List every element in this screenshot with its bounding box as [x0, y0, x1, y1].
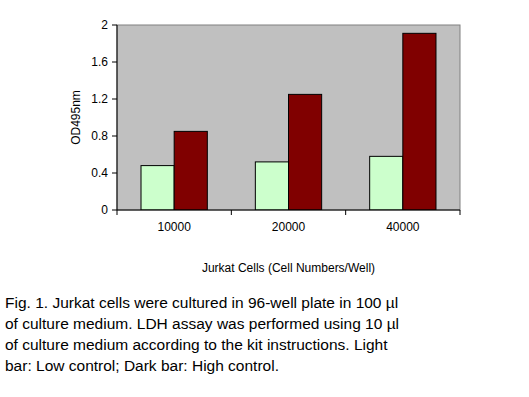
y-tick	[112, 62, 117, 63]
caption-line: Fig. 1. Jurkat cells were cultured in 96…	[5, 294, 398, 311]
plot-area	[117, 25, 460, 210]
caption-line: of culture medium according to the kit i…	[5, 336, 388, 353]
y-tick	[112, 136, 117, 137]
y-tick-label: 0	[101, 203, 108, 217]
y-axis	[117, 25, 118, 210]
x-tick-label: 10000	[157, 220, 191, 234]
y-tick	[112, 99, 117, 100]
x-axis-title: Jurkat Cells (Cell Numbers/Well)	[202, 261, 375, 275]
bars	[141, 33, 436, 210]
y-tick-label: 0.4	[91, 166, 108, 180]
y-tick	[112, 210, 117, 211]
bar	[370, 156, 403, 210]
bar	[174, 131, 207, 210]
x-tick	[460, 210, 461, 215]
bar	[255, 162, 288, 210]
caption-line: of culture medium. LDH assay was perform…	[5, 315, 399, 332]
y-tick-label: 0.8	[91, 129, 108, 143]
y-tick-label: 1.2	[91, 92, 108, 106]
bar	[141, 166, 174, 210]
x-tick	[345, 210, 346, 215]
x-axis	[117, 210, 460, 211]
x-tick-label: 20000	[272, 220, 306, 234]
caption-line: bar: Low control; Dark bar: High control…	[5, 357, 279, 374]
y-tick-label: 2	[101, 18, 108, 32]
x-tick-label: 40000	[386, 220, 420, 234]
y-tick	[112, 25, 117, 26]
y-axis-title: OD495nm	[69, 90, 83, 145]
y-tick-label: 1.6	[91, 55, 108, 69]
chart: 0 0.4 0.8 1.2 1.6 2 10000 20000 40000 OD495nm Jurk…	[0, 0, 529, 397]
x-tick	[117, 210, 118, 215]
bar	[289, 94, 322, 210]
bar	[403, 33, 436, 210]
x-tick	[231, 210, 232, 215]
y-tick	[112, 173, 117, 174]
